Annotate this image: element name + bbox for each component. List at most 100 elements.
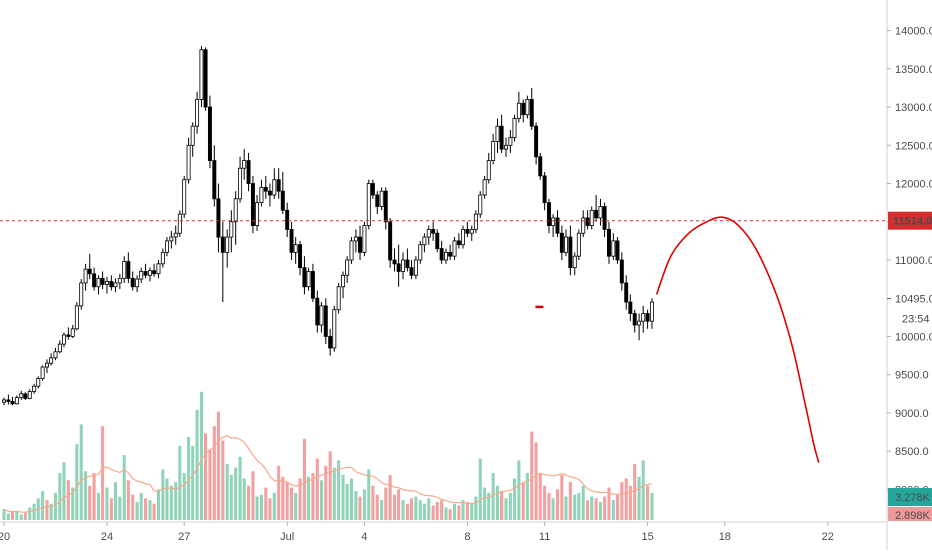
- candle-body: [469, 229, 474, 234]
- time-tick-label: 24: [101, 531, 113, 543]
- volume-badge-up: [888, 488, 932, 506]
- volume-bar: [603, 496, 607, 520]
- price-tick-label: 9500.0: [895, 370, 929, 382]
- time-tick-label: 18: [719, 531, 731, 543]
- candle-body: [156, 263, 161, 275]
- volume-bar: [491, 473, 495, 520]
- volume-bar: [448, 509, 452, 520]
- volume-bar: [216, 411, 220, 520]
- candle-body: [306, 271, 311, 288]
- volume-bar: [560, 474, 564, 520]
- volume-bar: [234, 467, 238, 520]
- volume-bar: [58, 473, 62, 520]
- volume-bar: [212, 426, 216, 520]
- candle-body: [302, 267, 307, 288]
- price-tick-label: 13000.0: [895, 102, 932, 114]
- volume-bar: [178, 445, 182, 520]
- volume-bar: [71, 487, 75, 520]
- candle-body: [413, 259, 418, 276]
- candle-body: [392, 259, 397, 265]
- volume-bar: [315, 458, 319, 520]
- candle-body: [126, 261, 131, 279]
- candle-body: [259, 186, 264, 204]
- candle-body: [606, 229, 611, 257]
- candle-body: [366, 183, 371, 226]
- volume-bar: [444, 507, 448, 520]
- candle-body: [19, 393, 24, 399]
- candle-body: [504, 144, 508, 150]
- volume-bar: [53, 492, 58, 520]
- candle-body: [62, 334, 66, 345]
- candle-body: [199, 49, 204, 100]
- volume-bar: [650, 492, 654, 520]
- volume-bar: [637, 476, 641, 520]
- volume-bar: [307, 476, 311, 520]
- volume-bar: [380, 500, 384, 520]
- candle-body: [272, 179, 277, 196]
- candle-body: [375, 194, 380, 207]
- candle-body: [285, 209, 290, 230]
- candle-body: [418, 244, 423, 261]
- time-tick-label: 22: [822, 531, 834, 543]
- candle-body: [113, 282, 118, 288]
- volume-bar: [324, 465, 328, 520]
- volume-bar: [431, 505, 435, 520]
- volume-bar: [633, 464, 637, 520]
- volume-bar: [341, 474, 345, 520]
- volume-bar: [23, 512, 27, 520]
- candle-body: [323, 305, 328, 337]
- candle-body: [336, 286, 341, 311]
- volume-bar: [547, 492, 551, 520]
- volume-bar: [525, 473, 529, 520]
- projection-curve: [655, 216, 820, 463]
- volume-bar: [311, 473, 315, 520]
- volume-bar: [384, 487, 388, 520]
- volume-bar: [268, 498, 272, 520]
- candle-body: [641, 313, 646, 322]
- volume-badge-down: [888, 507, 932, 521]
- volume-bar: [290, 487, 294, 520]
- volume-bar: [581, 485, 585, 520]
- volume-bar: [577, 492, 581, 520]
- candle-body: [495, 125, 500, 142]
- candle-body: [104, 281, 109, 285]
- candle-body: [267, 190, 272, 196]
- candle-body: [379, 190, 384, 207]
- candle-body: [169, 236, 174, 242]
- level-price-badge: [888, 211, 932, 230]
- candle-body: [628, 301, 633, 314]
- volume-bar: [564, 496, 568, 520]
- candle-body: [14, 397, 19, 405]
- volume-bar: [452, 503, 457, 520]
- candle-body: [45, 362, 49, 368]
- candle-body: [152, 270, 157, 275]
- volume-bar: [302, 438, 306, 520]
- volume-bar: [512, 478, 517, 520]
- volume-bar: [251, 471, 255, 520]
- volume-bar: [534, 442, 538, 520]
- candle-body: [632, 313, 637, 326]
- volume-bar: [590, 496, 594, 520]
- candle-body: [568, 236, 573, 269]
- time-tick-label: 8: [464, 531, 470, 543]
- candle-body: [23, 393, 28, 399]
- candle-body: [135, 278, 140, 288]
- candle-body: [57, 343, 62, 353]
- volume-bar: [294, 492, 298, 520]
- candle-body: [147, 270, 152, 276]
- volume-bar: [113, 482, 118, 520]
- volume-bar: [641, 460, 645, 520]
- candle-body: [280, 190, 285, 211]
- candle-body: [401, 259, 405, 272]
- volume-bar: [598, 501, 603, 520]
- candle-body: [564, 236, 568, 253]
- volume-bar: [10, 511, 15, 520]
- volume-bar: [199, 391, 203, 520]
- volume-bar: [208, 449, 212, 520]
- price-candles: [2, 45, 654, 406]
- volume-bar: [15, 510, 19, 520]
- volume-bar: [397, 489, 401, 520]
- candle-body: [512, 118, 517, 139]
